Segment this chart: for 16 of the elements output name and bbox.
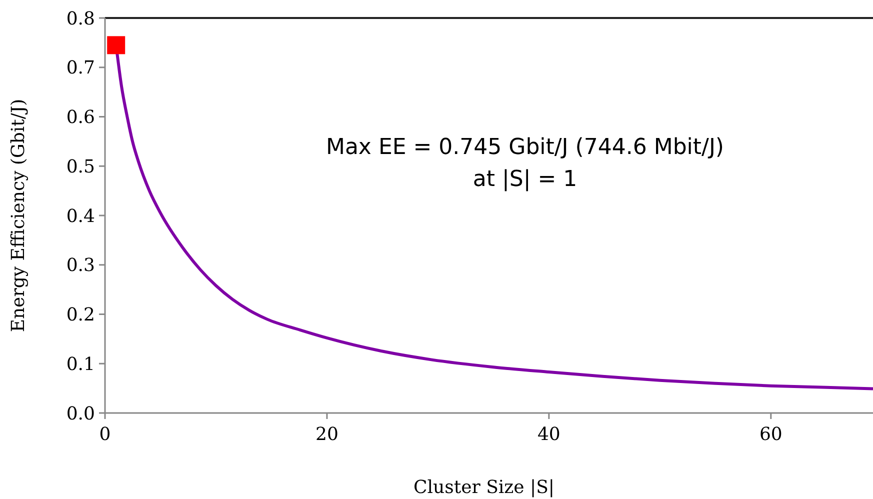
x-tick-label: 20	[316, 424, 338, 445]
y-tick-label: 0.1	[66, 354, 95, 375]
y-tick-label: 0.6	[66, 107, 95, 128]
y-tick-label: 0.8	[66, 8, 95, 30]
y-axis-title: Energy Efficiency (Gbit/J)	[8, 98, 29, 332]
x-tick-label: 40	[537, 424, 560, 445]
annotation: Max EE = 0.745 Gbit/J (744.6 Mbit/J) at |S| = 1	[326, 135, 724, 192]
x-tick-label: 60	[759, 424, 782, 445]
x-tick-label: 0	[99, 424, 111, 445]
y-tick-label: 0.0	[66, 403, 95, 424]
y-tick-label: 0.4	[66, 206, 95, 227]
y-tick-label: 0.2	[66, 304, 95, 326]
x-axis-title: Cluster Size |S|	[414, 477, 554, 498]
y-tick-label: 0.3	[66, 255, 95, 276]
y-tick-label: 0.7	[66, 58, 95, 79]
y-tick-label: 0.5	[66, 156, 95, 178]
